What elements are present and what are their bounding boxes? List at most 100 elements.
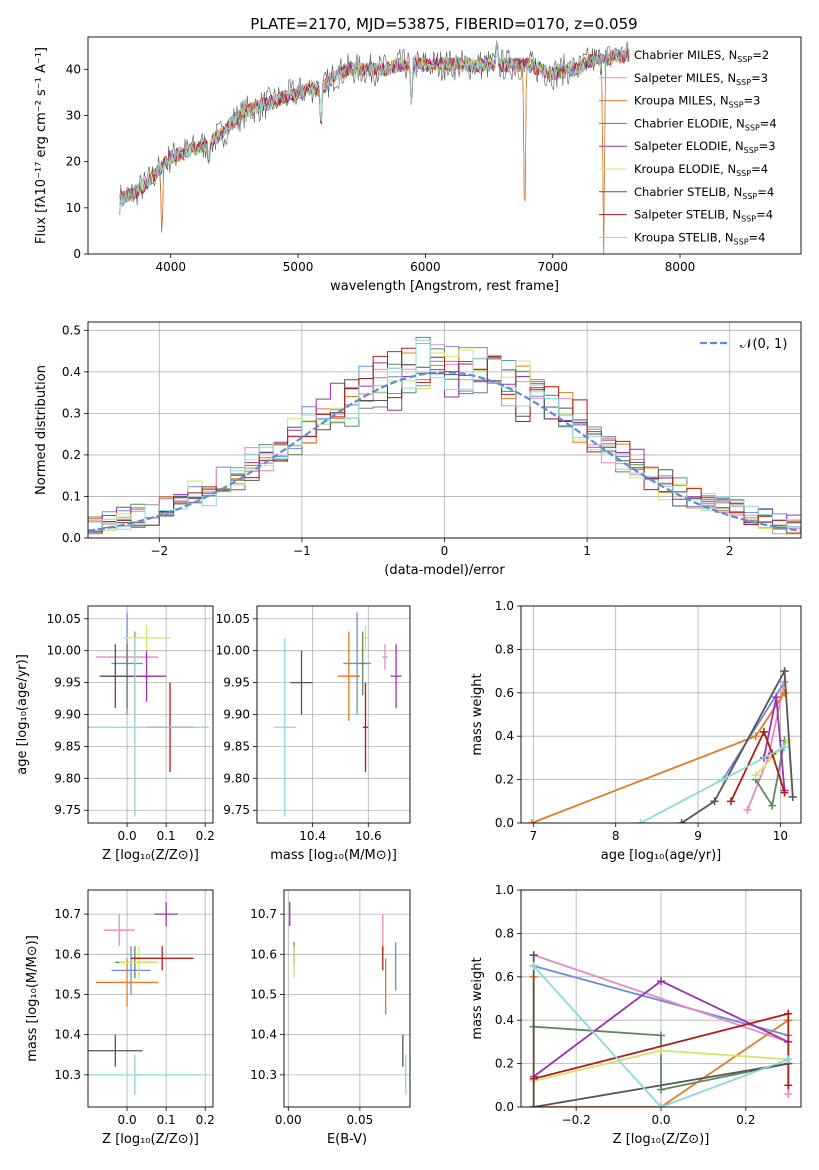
x-tick-label: 0: [441, 544, 449, 558]
errorbar-salpeter-stelib: [362, 682, 369, 772]
errorbar-kroupa-miles: [337, 631, 360, 721]
series-marker: [529, 951, 538, 960]
legend-label: Kroupa ELODIE, NSSP=4: [634, 162, 768, 178]
series-marker: [657, 1031, 665, 1040]
y-tick-label: 0.6: [495, 970, 514, 984]
legend-label-subscript: SSP: [741, 215, 756, 224]
errorbar-kroupa-miles: [95, 958, 159, 1007]
y-tick-label: 10: [66, 201, 81, 215]
series-marker: [780, 688, 789, 697]
errorbar-chabrier-stelib: [88, 1034, 143, 1067]
legend-entry: Kroupa STELIB, NSSP=4: [599, 230, 765, 246]
legend-label-suffix: =4: [751, 162, 768, 176]
y-tick-label: 10.7: [54, 907, 81, 921]
series-line: [532, 955, 789, 1107]
series-marker: [784, 1089, 793, 1098]
y-tick-label: 9.80: [223, 771, 250, 785]
errorbar-chabrier-miles: [343, 612, 372, 715]
figure-title: PLATE=2170, MJD=53875, FIBERID=0170, z=0…: [250, 15, 637, 33]
y-tick-label: 0: [73, 247, 81, 261]
legend-label-text: Kroupa STELIB, N: [634, 230, 734, 244]
errorbar-chabrier-stelib: [290, 650, 313, 715]
series-kroupa-stelib: [636, 743, 789, 823]
errorbar-salpeter-stelib: [130, 946, 194, 971]
legend-label-suffix: =4: [749, 230, 766, 244]
legend-label-text: Kroupa ELODIE, N: [634, 162, 736, 176]
series-marker: [529, 1103, 538, 1107]
x-axis-label: age [log₁₀(age/yr)]: [601, 848, 722, 863]
legend-label-subscript: SSP: [744, 146, 759, 155]
legend-label-text: Kroupa MILES, N: [634, 94, 729, 108]
age-vs-Z-errorbars: [88, 612, 210, 817]
legend-label-text: Chabrier ELODIE, N: [634, 116, 745, 130]
x-axis-label: Z [log₁₀(Z/Z⊙)]: [102, 1132, 199, 1147]
x-axis-label: Z [log₁₀(Z/Z⊙)]: [613, 1132, 710, 1147]
y-axis-label: Flux [fλ10⁻¹⁷ erg cm⁻² s⁻¹ A⁻¹]: [34, 47, 49, 244]
series-line: [533, 1025, 789, 1091]
histogram-kroupa-stelib: [88, 339, 801, 531]
y-tick-label: 30: [66, 108, 81, 122]
legend-label-suffix: =3: [751, 71, 768, 85]
series-marker: [784, 1081, 793, 1090]
legend-label-subscript: SSP: [734, 237, 749, 246]
x-tick-label: 0.2: [196, 829, 215, 843]
series-marker: [780, 743, 789, 752]
x-tick-label: 0.05: [347, 1113, 374, 1127]
y-tick-label: 9.95: [223, 676, 250, 690]
residuals-panel: −2 −1 0 1 2 0.0 0.1 0.2 0.3 0.4 0.5 (data-model)/er…: [34, 321, 802, 578]
y-tick-label: 0.4: [62, 365, 81, 379]
axes-frame: [87, 36, 802, 255]
series-marker: [751, 732, 760, 741]
errorbar-kroupa-stelib: [88, 637, 210, 817]
errorbar-kroupa-stelib: [273, 637, 296, 817]
series-marker: [780, 667, 789, 676]
legend-label-subscript: SSP: [742, 192, 757, 201]
y-tick-label: 0.8: [495, 926, 514, 940]
y-tick-label: 10.00: [216, 644, 250, 658]
y-tick-label: 0.0: [62, 531, 81, 545]
legend-entry: Salpeter ELODIE, NSSP=3: [599, 139, 776, 155]
y-axis-label: mass [log₁₀(M/M⊙)]: [25, 935, 40, 1062]
legend-label-suffix: =3: [744, 94, 761, 108]
axes-frame: [520, 889, 802, 1108]
y-tick-label: 0.2: [495, 773, 514, 787]
x-tick-label: 0.00: [275, 1113, 302, 1127]
y-tick-label: 9.85: [54, 739, 81, 753]
x-tick-label: 6000: [410, 260, 441, 274]
series-chabrier-stelib: [677, 667, 797, 823]
errorbar-chabrier-miles: [111, 946, 151, 995]
x-tick-label: 0.0: [651, 1113, 670, 1127]
legend-entry: Kroupa MILES, NSSP=3: [599, 94, 760, 110]
axes-frame: [87, 321, 802, 539]
legend-label-text: Salpeter ELODIE, N: [634, 139, 744, 153]
series-marker: [677, 819, 686, 823]
y-tick-label: 1.0: [495, 883, 514, 897]
axes-frame: [283, 889, 411, 1108]
y-tick-label: 9.85: [223, 739, 250, 753]
y-tick-label: 0.6: [495, 686, 514, 700]
series-marker: [657, 1103, 665, 1107]
series-marker: [636, 819, 645, 823]
y-tick-label: 9.95: [54, 676, 81, 690]
x-axis-label: (data-model)/error: [384, 563, 505, 578]
legend-label-text: Chabrier STELIB, N: [634, 185, 742, 199]
x-tick-label: 0.1: [157, 1113, 176, 1127]
errorbar-salpeter-elodie: [127, 650, 167, 702]
y-tick-label: 0.0: [495, 1100, 514, 1114]
series-line: [533, 965, 789, 1107]
y-tick-label: 0.2: [62, 448, 81, 462]
y-tick-label: 40: [66, 62, 81, 76]
spectrum-lines: [119, 40, 630, 254]
legend-label-suffix: =4: [760, 116, 777, 130]
y-axis-label: Normed distribution: [34, 365, 49, 495]
errorbar-chabrier-elodie: [359, 631, 366, 696]
y-tick-label: 0.4: [495, 1013, 514, 1027]
x-tick-label: 9: [694, 829, 702, 843]
legend-label-suffix: =2: [752, 48, 769, 62]
x-axis-label: wavelength [Angstrom, rest frame]: [330, 279, 559, 294]
series-line: [722, 681, 786, 781]
x-tick-label: 8: [612, 829, 620, 843]
series-marker: [657, 1046, 665, 1055]
y-axis-label: mass weight: [470, 673, 485, 755]
x-tick-label: −1: [293, 544, 311, 558]
